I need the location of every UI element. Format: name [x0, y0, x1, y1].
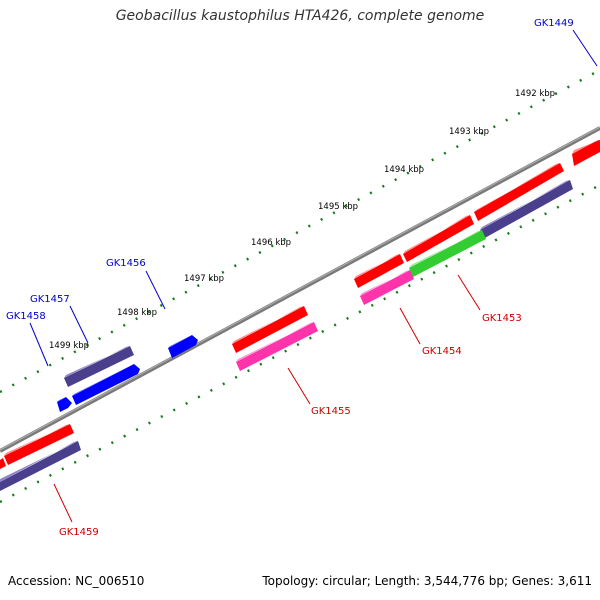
tick-label-1494: 1494 kbp	[384, 165, 424, 175]
gene-glyph-gk1453-green[interactable]	[409, 230, 486, 277]
gene-glyph-gk1455-red[interactable]	[232, 306, 308, 353]
gene-glyph-navy-1[interactable]	[480, 180, 573, 239]
gene-glyph-gk1457-blue[interactable]	[72, 364, 140, 405]
tick-label-1498: 1498 kbp	[117, 308, 157, 318]
gene-glyph-gk1457-navy[interactable]	[64, 346, 134, 387]
gene-glyph-gk1459-red[interactable]	[4, 424, 74, 465]
tick-label-1493: 1493 kbp	[449, 127, 489, 137]
tick-label-1495: 1495 kbp	[318, 202, 358, 212]
genome-backbone	[0, 126, 600, 453]
gene-label-gk1459[interactable]: GK1459	[59, 527, 99, 538]
leader-gk1453	[457, 274, 481, 311]
gene-glyph-red-3[interactable]	[354, 254, 404, 288]
gene-glyph-gk1455-pink[interactable]	[236, 322, 318, 371]
leader-gk1459	[53, 483, 73, 523]
gene-label-gk1457[interactable]: GK1457	[30, 294, 70, 305]
gene-glyph-red-1[interactable]	[474, 163, 564, 221]
leader-gk1458	[29, 322, 49, 367]
tick-label-1492: 1492 kbp	[515, 89, 555, 99]
leader-gk1457	[69, 305, 89, 344]
leader-gk1449	[572, 29, 598, 67]
gene-label-gk1456[interactable]: GK1456	[106, 258, 146, 269]
tick-label-1499: 1499 kbp	[49, 341, 89, 351]
genome-summary-text: Topology: circular; Length: 3,544,776 bp…	[262, 574, 592, 588]
genome-title: Geobacillus kaustophilus HTA426, complet…	[115, 8, 485, 24]
gene-glyph-red-2[interactable]	[403, 215, 474, 262]
gene-label-gk1454[interactable]: GK1454	[422, 346, 462, 357]
accession-text: Accession: NC_006510	[8, 574, 145, 588]
gene-glyph-gk1454-pink[interactable]	[360, 270, 414, 305]
gene-label-gk1458[interactable]: GK1458	[6, 311, 46, 322]
gene-glyph-gk1458[interactable]	[57, 397, 72, 412]
gene-label-gk1453[interactable]: GK1453	[482, 313, 522, 324]
gene-label-gk1455[interactable]: GK1455	[311, 406, 351, 417]
gene-glyph-partial-right[interactable]	[572, 140, 600, 166]
outer-tick-track	[0, 68, 600, 394]
genome-backbone-highlight	[0, 126, 600, 451]
gene-glyph-gk1459-navy[interactable]	[0, 441, 81, 491]
inner-tick-track	[0, 183, 600, 504]
leader-gk1456	[145, 270, 166, 310]
tick-label-1496: 1496 kbp	[251, 238, 291, 248]
tick-label-1497: 1497 kbp	[184, 274, 224, 284]
gene-glyph-gk1456[interactable]	[168, 335, 198, 358]
leader-gk1455	[287, 367, 311, 405]
leader-gk1454	[399, 307, 421, 345]
gene-label-gk1449[interactable]: GK1449	[534, 18, 574, 29]
gene-glyph-left-partial-red[interactable]	[0, 458, 6, 469]
